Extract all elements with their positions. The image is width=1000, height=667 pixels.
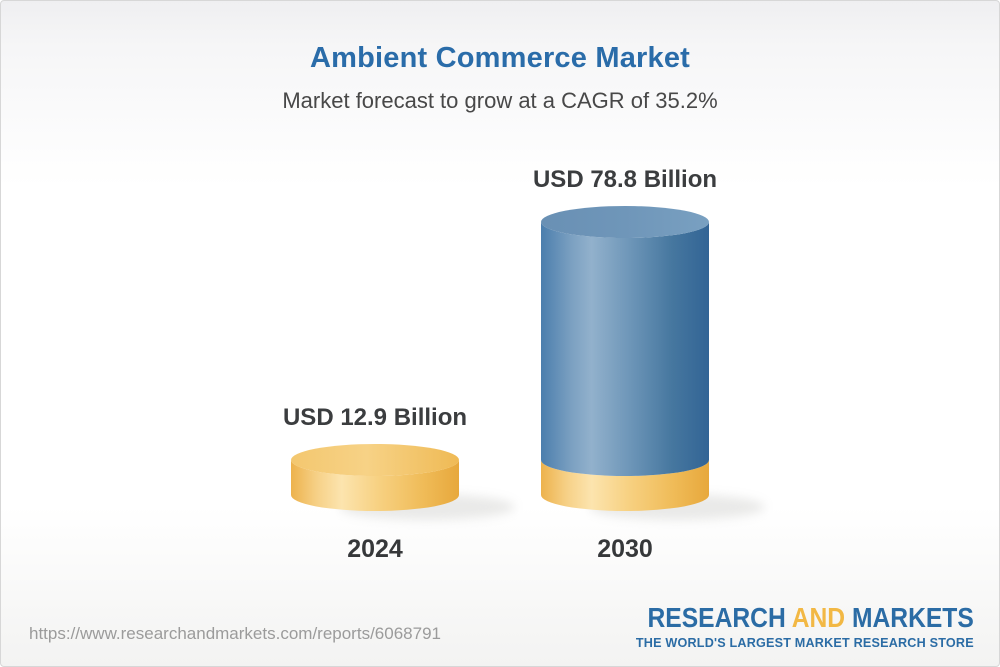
research-and-markets-logo: RESEARCH AND MARKETS THE WORLD'S LARGEST… — [603, 602, 974, 650]
source-url-link[interactable]: https://www.researchandmarkets.com/repor… — [29, 624, 441, 643]
cylinder-2024-top — [291, 444, 459, 476]
cylinder-2024 — [291, 444, 459, 511]
logo-wordmark: RESEARCH AND MARKETS — [648, 602, 974, 634]
logo-tagline: THE WORLD'S LARGEST MARKET RESEARCH STOR… — [636, 635, 974, 650]
logo-word-and: AND — [791, 602, 846, 633]
cylinder-2030-blue-body — [541, 222, 709, 476]
cylinder-2024-body — [291, 460, 459, 511]
chart-subtitle: Market forecast to grow at a CAGR of 35.… — [282, 88, 718, 113]
logo-word-markets: MARKETS — [852, 602, 974, 633]
logo-word-research: RESEARCH — [647, 602, 786, 633]
cylinder-2030-gold-base-band — [541, 460, 709, 511]
value-label-2024: USD 12.9 Billion — [282, 404, 468, 431]
cylinder-2030-top — [541, 206, 709, 238]
value-label-2030: USD 78.8 Billion — [532, 166, 718, 193]
cylinder-2030 — [541, 206, 709, 511]
chart-title: Ambient Commerce Market — [309, 42, 691, 74]
category-label-2030: 2030 — [597, 535, 653, 563]
category-label-2024: 2024 — [347, 535, 403, 563]
